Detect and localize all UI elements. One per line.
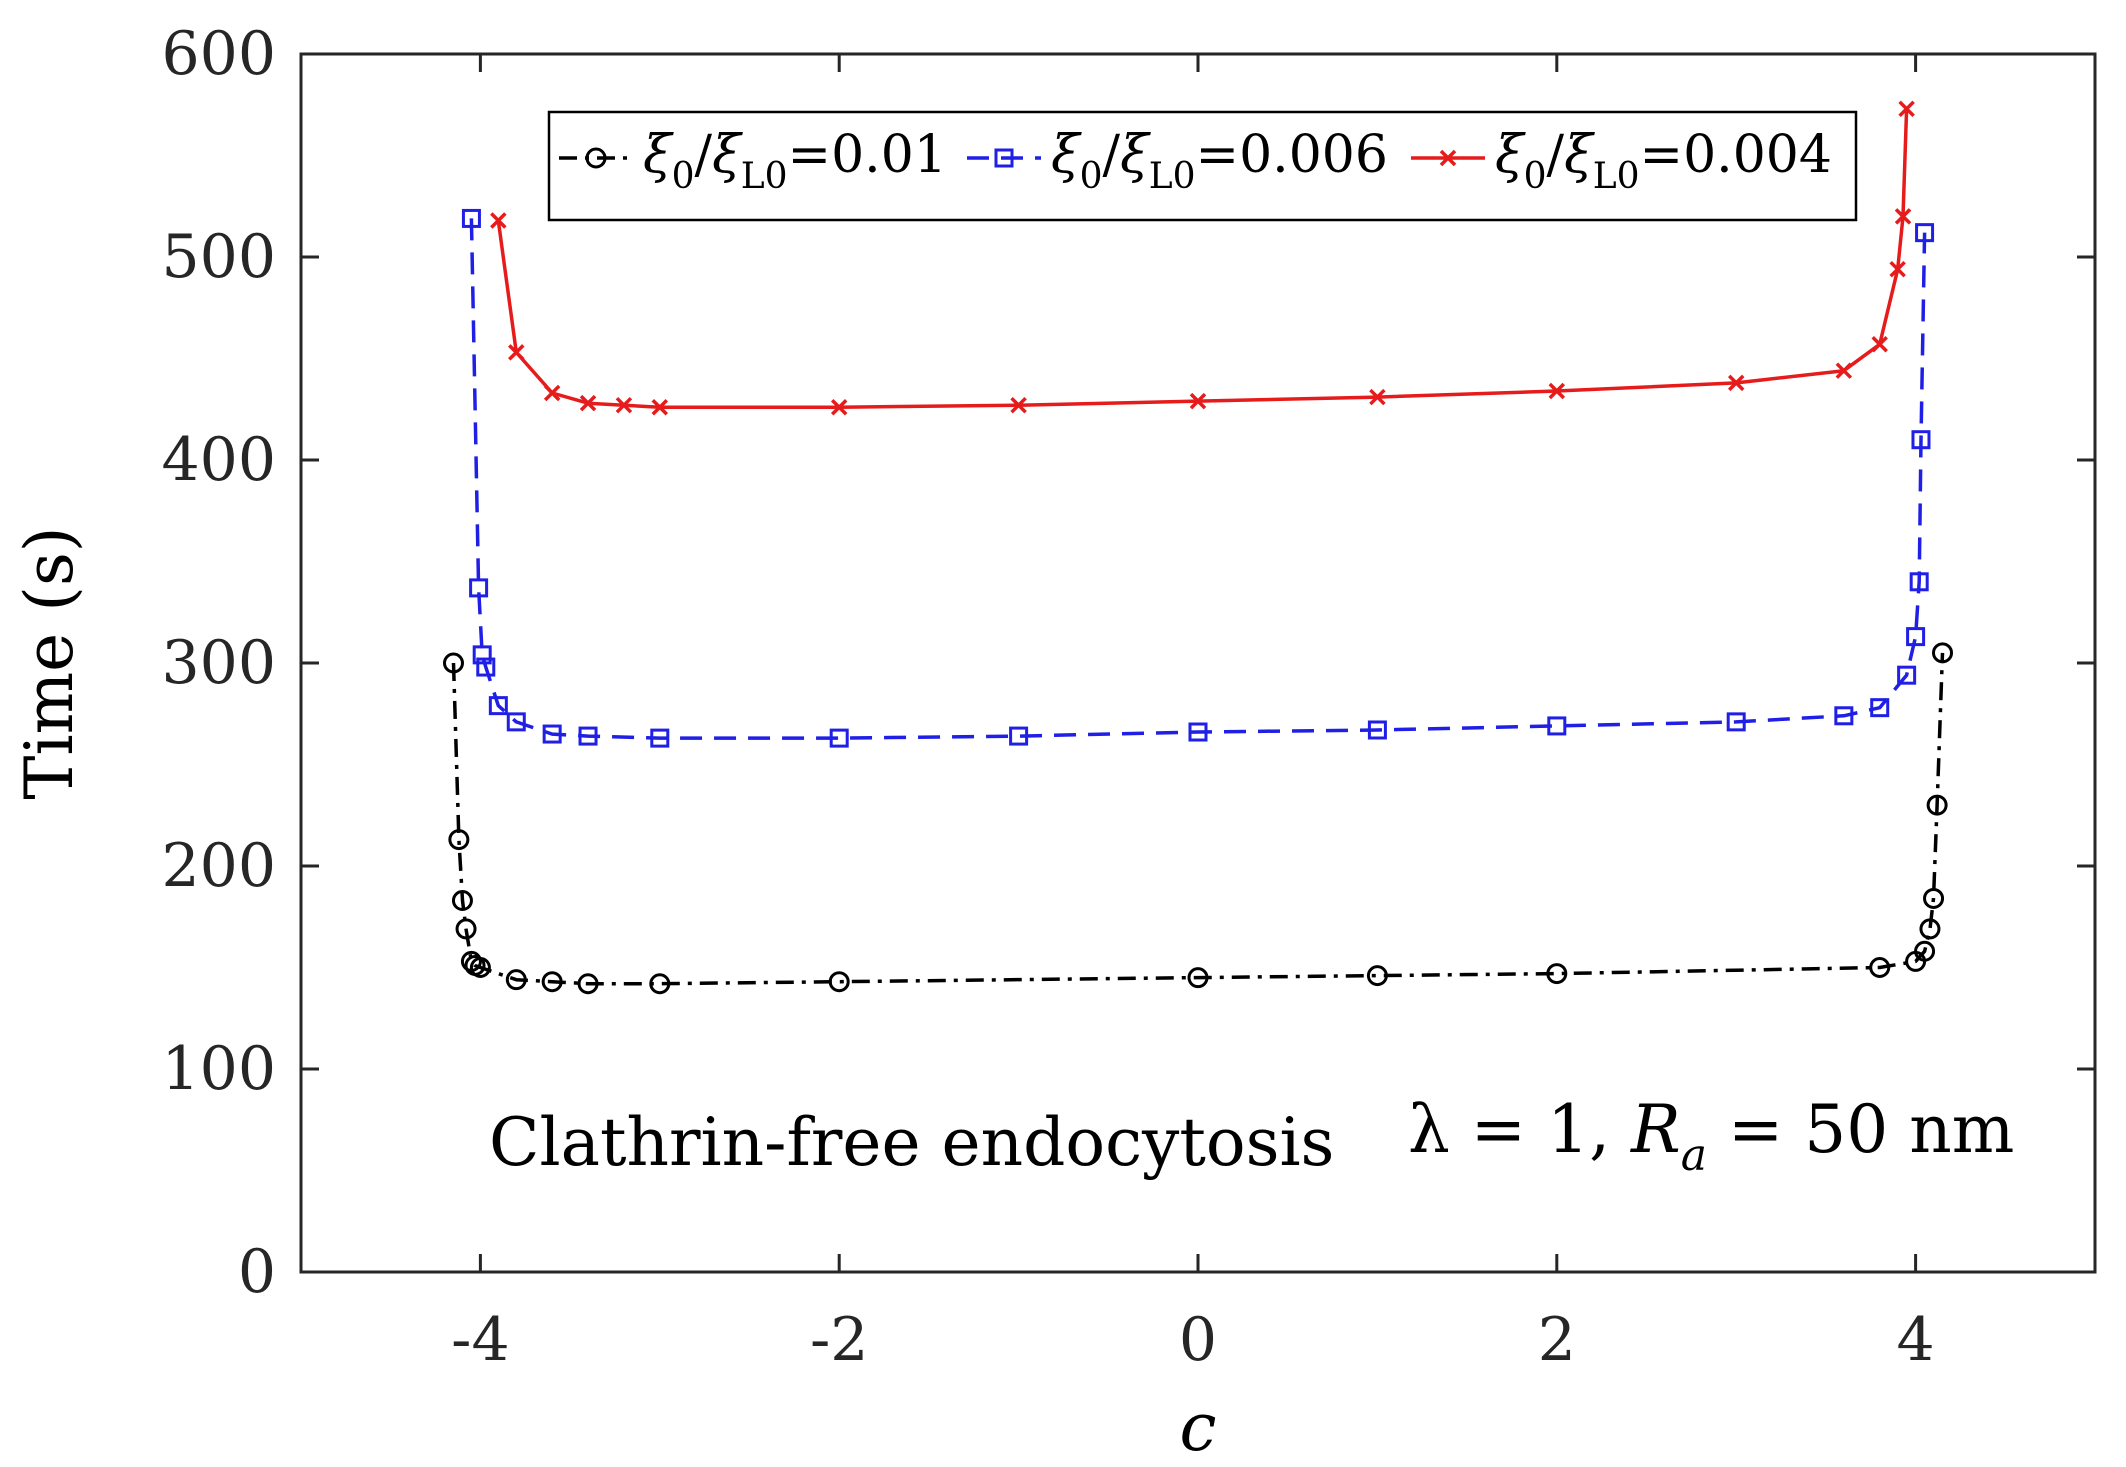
data-point (472, 645, 492, 665)
data-point (829, 728, 849, 748)
data-point (1726, 712, 1746, 732)
data-point (1870, 698, 1890, 718)
series-line (451, 652, 1945, 986)
data-point (1366, 965, 1388, 987)
data-point (1906, 627, 1926, 647)
data-point (469, 578, 489, 598)
data-point (442, 652, 464, 674)
data-point (461, 208, 481, 228)
legend-entry-1: ξ0/ξL0=0.01 (559, 125, 947, 197)
y-axis-label: Time (s) (11, 526, 88, 799)
data-point (542, 724, 562, 744)
legend-entry-3: ξ0/ξL0=0.004 (1411, 125, 1832, 197)
x-tick-label: 0 (1179, 1305, 1217, 1375)
data-point (1009, 726, 1029, 746)
data-point (1889, 260, 1906, 278)
data-point (1871, 336, 1888, 353)
legend-label: ξ0/ξL0=0.004 (1495, 125, 1832, 197)
data-point (1367, 720, 1387, 740)
data-point (651, 398, 669, 416)
x-tick-label: 2 (1538, 1305, 1576, 1375)
data-point (508, 344, 525, 361)
series-3 (490, 100, 1915, 416)
data-point (490, 212, 507, 229)
y-tick-label: 400 (161, 425, 276, 495)
data-point (1898, 100, 1915, 118)
data-point (1932, 642, 1954, 664)
data-point (1909, 572, 1929, 592)
data-point (830, 398, 848, 416)
data-point (1834, 706, 1854, 726)
data-point (615, 396, 633, 414)
data-point (505, 969, 527, 991)
data-point (1911, 430, 1931, 450)
data-point (476, 657, 496, 677)
data-point (1897, 665, 1917, 685)
annotation-title: Clathrin-free endocytosis (489, 1104, 1334, 1181)
data-point (1727, 374, 1745, 392)
data-point (649, 973, 671, 995)
legend-entry-2: ξ0/ξL0=0.006 (967, 125, 1388, 197)
data-point (1894, 208, 1912, 225)
data-point (828, 971, 850, 993)
data-point (1914, 940, 1936, 962)
annotation-params: λ = 1, Ra = 50 nm (1408, 1091, 2014, 1181)
data-point (577, 973, 599, 995)
data-point (1869, 957, 1891, 978)
x-axis-label: c (1180, 1389, 1217, 1466)
data-point (455, 918, 477, 940)
data-point (578, 726, 598, 746)
data-point (1926, 794, 1948, 816)
data-point (650, 728, 670, 748)
data-point (1189, 392, 1207, 410)
data-point (451, 890, 473, 912)
data-point (1915, 223, 1935, 243)
data-point (543, 384, 561, 402)
data-point (541, 971, 563, 993)
y-tick-label: 200 (161, 831, 276, 901)
series-line (469, 218, 1927, 740)
legend-label: ξ0/ξL0=0.006 (1051, 125, 1388, 197)
y-tick-label: 600 (161, 19, 276, 89)
data-point (506, 712, 526, 732)
legend-marker (585, 147, 607, 169)
data-point (448, 829, 470, 851)
data-point (1923, 887, 1945, 909)
series-2 (461, 208, 1935, 748)
y-tick-label: 0 (238, 1237, 276, 1307)
legend-marker (1439, 149, 1457, 167)
legend-label: ξ0/ξL0=0.01 (643, 125, 947, 197)
legend-box (547, 110, 1858, 222)
data-point (1546, 963, 1568, 985)
x-tick-label: -2 (810, 1305, 868, 1375)
data-point (1187, 967, 1209, 989)
data-point (1835, 362, 1853, 379)
x-tick-label: 4 (1897, 1305, 1935, 1375)
data-point (1369, 388, 1386, 406)
x-tick-label: -4 (451, 1305, 509, 1375)
data-point (488, 696, 508, 716)
data-point (469, 957, 491, 978)
legend: ξ0/ξL0=0.01 ξ0/ξL0=0.006 ξ0/ξL0=0.004 (547, 110, 1858, 222)
data-point (1010, 396, 1027, 414)
data-point (1547, 716, 1567, 736)
data-point (579, 394, 597, 412)
data-point (1548, 382, 1566, 400)
y-tick-label: 100 (161, 1034, 276, 1104)
data-point (1188, 722, 1208, 742)
y-tick-label: 500 (161, 222, 276, 292)
data-point (1919, 918, 1941, 940)
series-1 (442, 642, 1954, 995)
y-tick-label: 300 (161, 628, 276, 698)
legend-marker (994, 148, 1014, 168)
